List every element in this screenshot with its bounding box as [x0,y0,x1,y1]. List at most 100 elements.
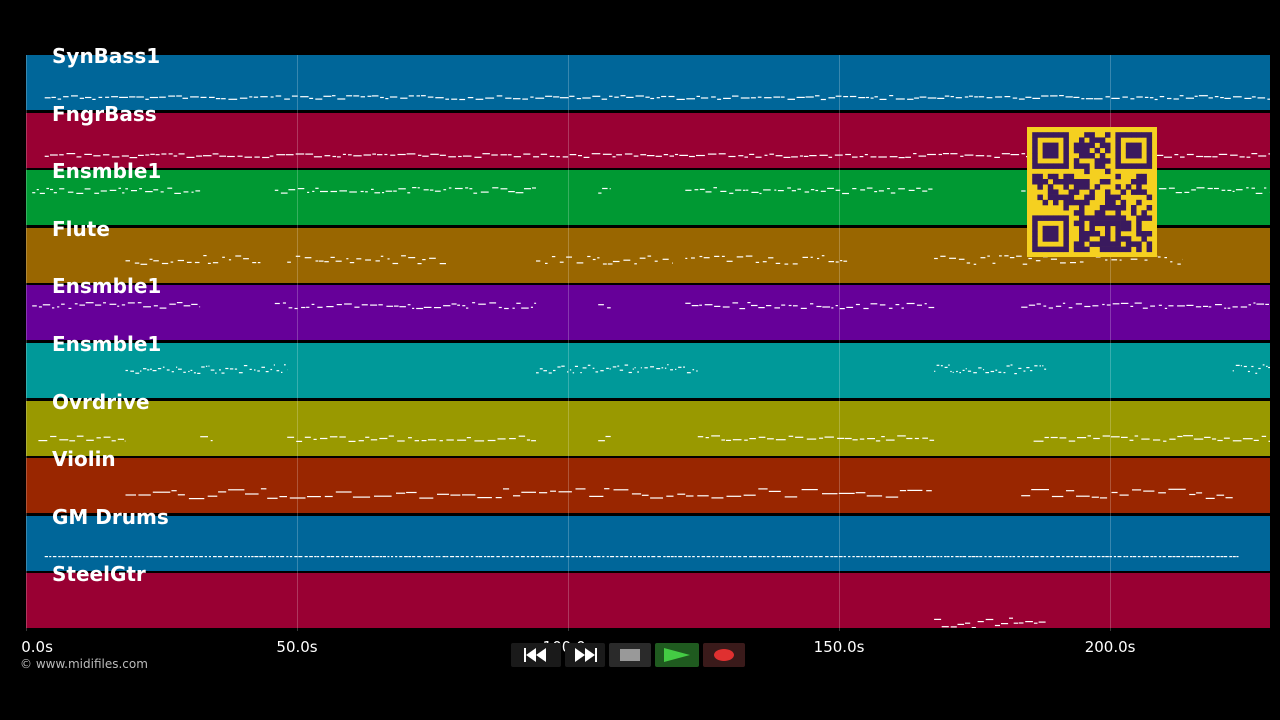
record-button[interactable] [703,643,745,667]
note [964,154,974,156]
note [279,496,287,498]
note [157,368,162,370]
note [195,190,201,192]
note [118,187,121,190]
note [874,191,878,193]
note [513,98,521,100]
note [348,440,356,442]
note [666,555,670,557]
note [1183,434,1193,436]
note [1110,435,1120,437]
track-lane[interactable]: GM Drums [26,505,1270,571]
track-lane[interactable]: SteelGtr [26,562,1270,629]
note [137,302,142,304]
note [386,306,394,308]
note [1149,97,1154,99]
note [696,370,698,372]
note [795,436,804,438]
note [647,255,652,257]
note [105,96,110,98]
note [1212,155,1218,157]
note [966,262,971,264]
note [1253,439,1259,441]
qr-code[interactable] [1027,127,1157,257]
note [816,306,822,308]
note [1240,306,1248,308]
track-lane[interactable]: Violin [26,447,1270,514]
note [605,435,611,437]
note [781,304,786,307]
note [191,304,198,306]
note [634,262,637,265]
note [1144,259,1148,261]
note [434,307,441,309]
note [1105,96,1110,98]
note [174,192,181,195]
note [365,191,368,193]
note [149,555,153,557]
note [860,555,864,557]
note [109,304,117,306]
note [758,488,768,490]
play-button[interactable] [655,643,699,667]
note [575,555,578,557]
note [878,190,884,192]
note [824,436,834,438]
note [834,154,843,156]
note [429,189,434,191]
note [566,256,572,258]
note [726,495,742,498]
note [287,436,295,438]
note [1026,367,1030,369]
note [44,97,51,99]
note [1026,555,1029,557]
note [1194,95,1198,97]
note [1081,98,1085,100]
note [497,437,506,440]
note [908,189,915,192]
note [378,304,383,306]
note [1157,256,1161,258]
note [190,96,199,98]
note [396,492,406,494]
track-lane[interactable]: Ensmble1 [26,274,1270,341]
note [758,436,766,438]
note [855,304,860,306]
note [604,488,610,490]
fast-forward-button[interactable] [565,643,605,667]
note [986,97,993,99]
note [139,188,142,190]
note [212,152,219,155]
note [329,435,338,437]
note [79,304,85,307]
note [1012,555,1016,557]
time-gridline [297,55,299,631]
note [507,153,512,155]
note [1028,257,1032,259]
note [235,555,239,557]
note [84,188,91,190]
note [745,255,753,257]
note [744,156,748,158]
note [1050,436,1058,438]
note [359,555,363,557]
note [559,97,569,99]
note [530,307,533,309]
track-lane[interactable]: Ovrdrive [26,390,1270,456]
stop-button[interactable] [609,643,651,667]
note [239,555,242,557]
track-lane[interactable]: SynBass1 [26,44,1270,110]
note [288,189,296,191]
note [1246,187,1249,189]
note [582,367,587,369]
note [1117,555,1122,557]
note [650,97,655,100]
note [1021,190,1026,192]
note [834,555,838,557]
note [818,555,823,557]
rewind-button[interactable] [511,643,561,667]
note [1224,307,1227,310]
track-lane[interactable]: Ensmble1 [26,332,1270,398]
note [1056,555,1060,557]
note [307,496,321,498]
